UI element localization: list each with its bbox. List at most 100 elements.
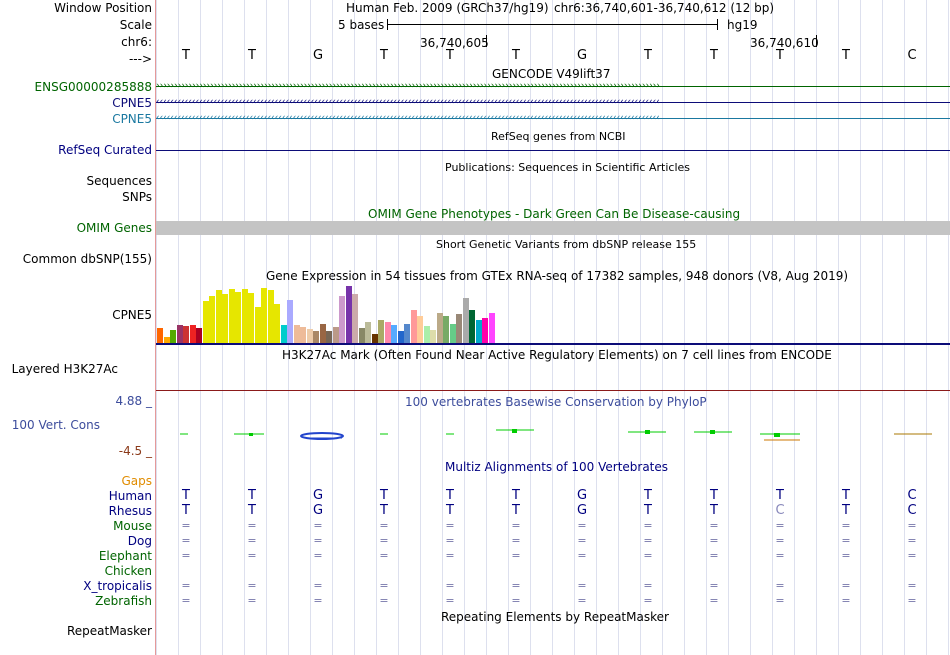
gtex-tissue-bar[interactable] (306, 329, 313, 343)
gtex-tissue-bar[interactable] (482, 318, 489, 343)
gtex-title[interactable]: Gene Expression in 54 tissues from GTEx … (266, 269, 849, 283)
dog-match: = (511, 534, 521, 547)
species-mouse-label[interactable]: Mouse (113, 519, 152, 533)
gtex-tissue-bar[interactable] (469, 310, 476, 343)
gtex-tissue-bar[interactable] (293, 325, 300, 343)
human-base: T (842, 488, 850, 503)
gtex-tissue-bar[interactable] (248, 293, 255, 343)
gtex-tissue-bar[interactable] (170, 330, 177, 343)
gtex-tissue-bar[interactable] (488, 313, 495, 343)
gtex-tissue-bar[interactable] (235, 292, 242, 343)
gene-cpne5-strand[interactable]: ‹‹‹‹‹‹‹‹‹‹‹‹‹‹‹‹‹‹‹‹‹‹‹‹‹‹‹‹‹‹‹‹‹‹‹‹‹‹‹‹… (156, 98, 950, 107)
gtex-tissue-bar[interactable] (196, 328, 203, 343)
gtex-tissue-bar[interactable] (202, 301, 209, 343)
gtex-tissue-bar[interactable] (358, 328, 365, 343)
gtex-tissue-bar[interactable] (456, 314, 463, 343)
gtex-tissue-bar[interactable] (417, 316, 424, 343)
species-zebrafish-label[interactable]: Zebrafish (95, 594, 152, 608)
zebrafish-match: = (247, 594, 257, 607)
grid-line (574, 0, 575, 655)
gtex-tissue-bar[interactable] (345, 286, 352, 343)
phylop-title[interactable]: 100 vertebrates Basewise Conservation by… (405, 395, 707, 409)
gtex-tissue-bar[interactable] (410, 310, 417, 343)
elephant-match: = (643, 549, 653, 562)
multiz-title[interactable]: Multiz Alignments of 100 Vertebrates (445, 460, 669, 474)
gtex-tissue-bar[interactable] (319, 324, 326, 343)
snps-label[interactable]: SNPs (122, 190, 152, 204)
dbsnp-label[interactable]: Common dbSNP(155) (22, 252, 152, 266)
gtex-tissue-bar[interactable] (274, 304, 281, 343)
rhesus-base: T (182, 503, 190, 518)
species-human-label[interactable]: Human (108, 489, 152, 503)
species-dog-label[interactable]: Dog (127, 534, 152, 548)
phylop-signal[interactable] (156, 420, 950, 445)
gtex-tissue-bar[interactable] (332, 327, 339, 343)
gtex-tissue-bar[interactable] (313, 331, 320, 343)
species-rhesus-label[interactable]: Rhesus (108, 504, 152, 518)
gtex-tissue-bar[interactable] (287, 300, 294, 343)
dbsnp-title[interactable]: Short Genetic Variants from dbSNP releas… (436, 238, 697, 251)
phylop-track-label[interactable]: 100 Vert. Cons (11, 418, 100, 432)
gencode-title[interactable]: GENCODE V49lift37 (492, 67, 611, 81)
omim-title[interactable]: OMIM Gene Phenotypes - Dark Green Can Be… (368, 207, 741, 221)
gtex-tissue-bar[interactable] (222, 294, 229, 343)
sequences-label[interactable]: Sequences (86, 174, 152, 188)
gene-label-cpne5[interactable]: CPNE5 (112, 96, 152, 110)
species-xtropicalis-label[interactable]: X_tropicalis (83, 579, 152, 593)
gtex-tissue-bar[interactable] (157, 328, 164, 343)
gtex-tissue-bar[interactable] (436, 313, 443, 343)
elephant-match: = (841, 549, 851, 562)
gtex-tissue-bar[interactable] (397, 331, 404, 343)
gtex-tissue-bar[interactable] (189, 325, 196, 343)
gtex-tissue-bar[interactable] (378, 320, 385, 343)
gtex-tissue-bar[interactable] (462, 298, 469, 343)
refseq-curated-label[interactable]: RefSeq Curated (58, 143, 152, 157)
gtex-tissue-bar[interactable] (267, 290, 274, 343)
repeatmasker-label[interactable]: RepeatMasker (66, 624, 152, 638)
gtex-tissue-bar[interactable] (261, 288, 268, 343)
gtex-tissue-bar[interactable] (254, 307, 261, 343)
gtex-tissue-bar[interactable] (365, 322, 372, 343)
gtex-tissue-bar[interactable] (228, 289, 235, 343)
gtex-tissue-bar[interactable] (384, 322, 391, 343)
gtex-gene-label[interactable]: CPNE5 (112, 308, 152, 322)
gtex-tissue-bar[interactable] (443, 316, 450, 343)
gene-label-cpne5-alt[interactable]: CPNE5 (112, 112, 152, 126)
species-elephant-label[interactable]: Elephant (98, 549, 152, 563)
refseq-title[interactable]: RefSeq genes from NCBI (491, 130, 626, 143)
gtex-tissue-bar[interactable] (183, 326, 190, 343)
refseq-gene-line[interactable] (156, 150, 950, 151)
gtex-tissue-bar[interactable] (326, 331, 333, 343)
grid-line (948, 0, 949, 655)
gtex-tissue-bar[interactable] (475, 320, 482, 343)
gtex-tissue-bar[interactable] (300, 327, 307, 343)
gtex-tissue-bar[interactable] (430, 330, 437, 343)
gtex-tissue-bar[interactable] (215, 290, 222, 343)
gaps-label[interactable]: Gaps (121, 474, 152, 488)
gene-ensg-strand[interactable]: ››››››››››››››››››››››››››››››››››››››››… (156, 82, 950, 91)
gtex-tissue-bar[interactable] (176, 325, 183, 343)
track-display-area[interactable]: Human Feb. 2009 (GRCh37/hg19) chr6:36,74… (156, 0, 950, 655)
gtex-tissue-bar[interactable] (209, 296, 216, 343)
gtex-tissue-bar[interactable] (280, 325, 287, 343)
gtex-tissue-bar[interactable] (163, 337, 170, 343)
gtex-tissue-bar[interactable] (423, 326, 430, 343)
publications-title[interactable]: Publications: Sequences in Scientific Ar… (445, 161, 690, 174)
repeatmasker-title[interactable]: Repeating Elements by RepeatMasker (441, 610, 669, 624)
gtex-tissue-bar[interactable] (449, 324, 456, 343)
gtex-tissue-bar[interactable] (391, 325, 398, 343)
gtex-tissue-bar[interactable] (339, 296, 346, 343)
h3k27ac-label[interactable]: Layered H3K27Ac (11, 362, 118, 376)
gtex-tissue-bar[interactable] (404, 324, 411, 343)
species-chicken-label[interactable]: Chicken (104, 564, 152, 578)
omim-genes-label[interactable]: OMIM Genes (76, 221, 152, 235)
gene-cpne5-alt-strand[interactable]: ‹‹‹‹‹‹‹‹‹‹‹‹‹‹‹‹‹‹‹‹‹‹‹‹‹‹‹‹‹‹‹‹‹‹‹‹‹‹‹‹… (156, 114, 950, 123)
omim-gene-bar[interactable] (156, 221, 950, 235)
gtex-tissue-bar[interactable] (352, 294, 359, 343)
scale-label: Scale (119, 18, 152, 32)
gtex-tissue-bar[interactable] (371, 334, 378, 343)
gene-label-ensg[interactable]: ENSG00000285888 (34, 80, 152, 94)
gtex-tissue-bar[interactable] (241, 289, 248, 343)
h3k27ac-title[interactable]: H3K27Ac Mark (Often Found Near Active Re… (282, 348, 832, 362)
gtex-bar-chart[interactable] (156, 283, 950, 343)
